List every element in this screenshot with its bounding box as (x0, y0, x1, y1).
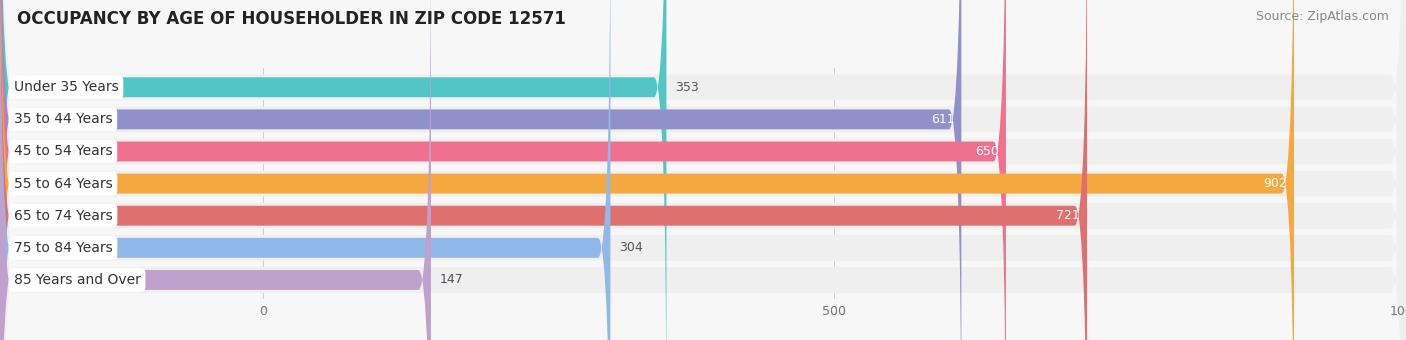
Text: 353: 353 (675, 81, 699, 94)
FancyBboxPatch shape (0, 0, 1087, 340)
Text: 147: 147 (440, 273, 464, 286)
Text: OCCUPANCY BY AGE OF HOUSEHOLDER IN ZIP CODE 12571: OCCUPANCY BY AGE OF HOUSEHOLDER IN ZIP C… (17, 10, 565, 28)
Text: 35 to 44 Years: 35 to 44 Years (14, 113, 112, 126)
FancyBboxPatch shape (0, 0, 1005, 340)
FancyBboxPatch shape (0, 0, 432, 340)
Text: 611: 611 (931, 113, 955, 126)
Text: 902: 902 (1264, 177, 1286, 190)
FancyBboxPatch shape (0, 0, 962, 340)
Text: 85 Years and Over: 85 Years and Over (14, 273, 141, 287)
Text: 304: 304 (620, 241, 644, 254)
FancyBboxPatch shape (0, 0, 610, 340)
Text: Under 35 Years: Under 35 Years (14, 80, 118, 94)
Text: 721: 721 (1056, 209, 1080, 222)
Text: 65 to 74 Years: 65 to 74 Years (14, 209, 112, 223)
Text: 45 to 54 Years: 45 to 54 Years (14, 144, 112, 158)
FancyBboxPatch shape (0, 0, 666, 340)
Text: Source: ZipAtlas.com: Source: ZipAtlas.com (1256, 10, 1389, 23)
Text: 75 to 84 Years: 75 to 84 Years (14, 241, 112, 255)
FancyBboxPatch shape (0, 0, 1294, 340)
Text: 55 to 64 Years: 55 to 64 Years (14, 176, 112, 191)
Text: 650: 650 (976, 145, 1000, 158)
